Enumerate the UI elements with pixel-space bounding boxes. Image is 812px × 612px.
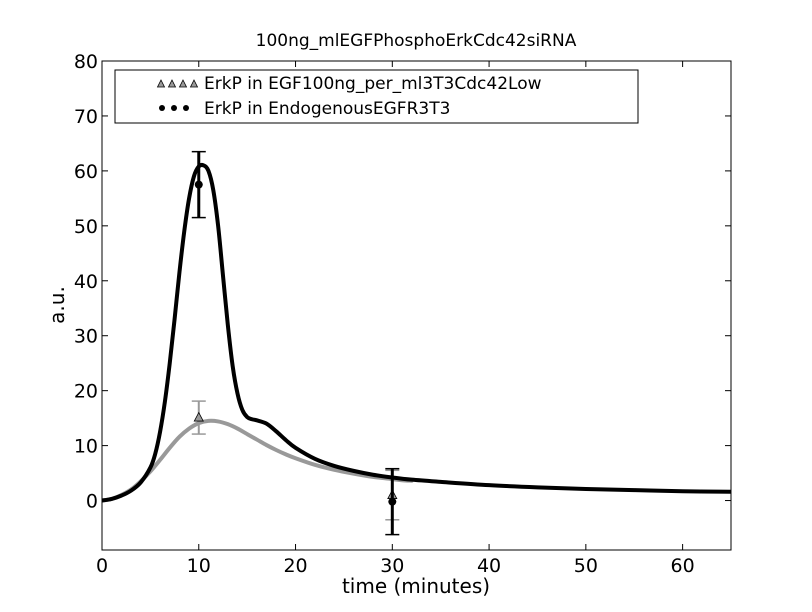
x-axis-label: time (minutes) xyxy=(342,574,490,598)
legend-label-series-2: ErkP in EndogenousEGFR3T3 xyxy=(204,99,450,119)
legend-triangle xyxy=(156,79,166,88)
legend-circle xyxy=(171,105,177,111)
y-tick-label: 80 xyxy=(74,51,98,73)
legend-triangle xyxy=(178,79,188,88)
data-point-triangle xyxy=(193,411,204,422)
y-tick-label: 40 xyxy=(74,271,98,293)
chart-title: 100ng_mlEGFPhosphoErkCdc42siRNA xyxy=(256,31,577,51)
x-tick-label: 0 xyxy=(96,555,108,577)
y-tick-label: 10 xyxy=(74,436,98,458)
plot-area xyxy=(102,150,731,536)
x-tick-label: 10 xyxy=(187,555,211,577)
data-point-circle xyxy=(388,497,397,506)
y-axis-ticks: 0 10 20 30 40 50 60 70 80 xyxy=(74,51,731,513)
series-line-1 xyxy=(102,418,414,503)
y-tick-label: 50 xyxy=(74,216,98,238)
y-tick-label: 0 xyxy=(86,491,98,513)
data-point-circle xyxy=(194,180,203,189)
series-line-2 xyxy=(102,162,731,503)
x-tick-label: 50 xyxy=(574,555,598,577)
x-tick-label: 30 xyxy=(380,555,404,577)
series-markers xyxy=(191,150,400,536)
y-tick-label: 20 xyxy=(74,381,98,403)
legend-triangle xyxy=(167,79,177,88)
legend-circle xyxy=(183,105,189,111)
y-tick-label: 70 xyxy=(74,106,98,128)
legend-triangle xyxy=(189,79,199,88)
y-tick-label: 60 xyxy=(74,161,98,183)
legend: ErkP in EGF100ng_per_ml3T3Cdc42Low ErkP … xyxy=(114,69,639,124)
legend-marker-circle xyxy=(159,105,189,111)
y-tick-label: 30 xyxy=(74,326,98,348)
legend-circle xyxy=(159,105,165,111)
legend-box xyxy=(114,69,639,124)
y-axis-label: a.u. xyxy=(45,286,69,324)
plot-frame xyxy=(101,60,732,551)
series-curves xyxy=(102,162,731,503)
legend-label-series-1: ErkP in EGF100ng_per_ml3T3Cdc42Low xyxy=(204,74,542,94)
legend-marker-triangle xyxy=(156,79,199,88)
x-tick-label: 40 xyxy=(477,555,501,577)
x-tick-label: 20 xyxy=(283,555,307,577)
x-tick-label: 60 xyxy=(671,555,695,577)
x-axis-ticks: 0 10 20 30 40 50 60 xyxy=(96,61,695,577)
